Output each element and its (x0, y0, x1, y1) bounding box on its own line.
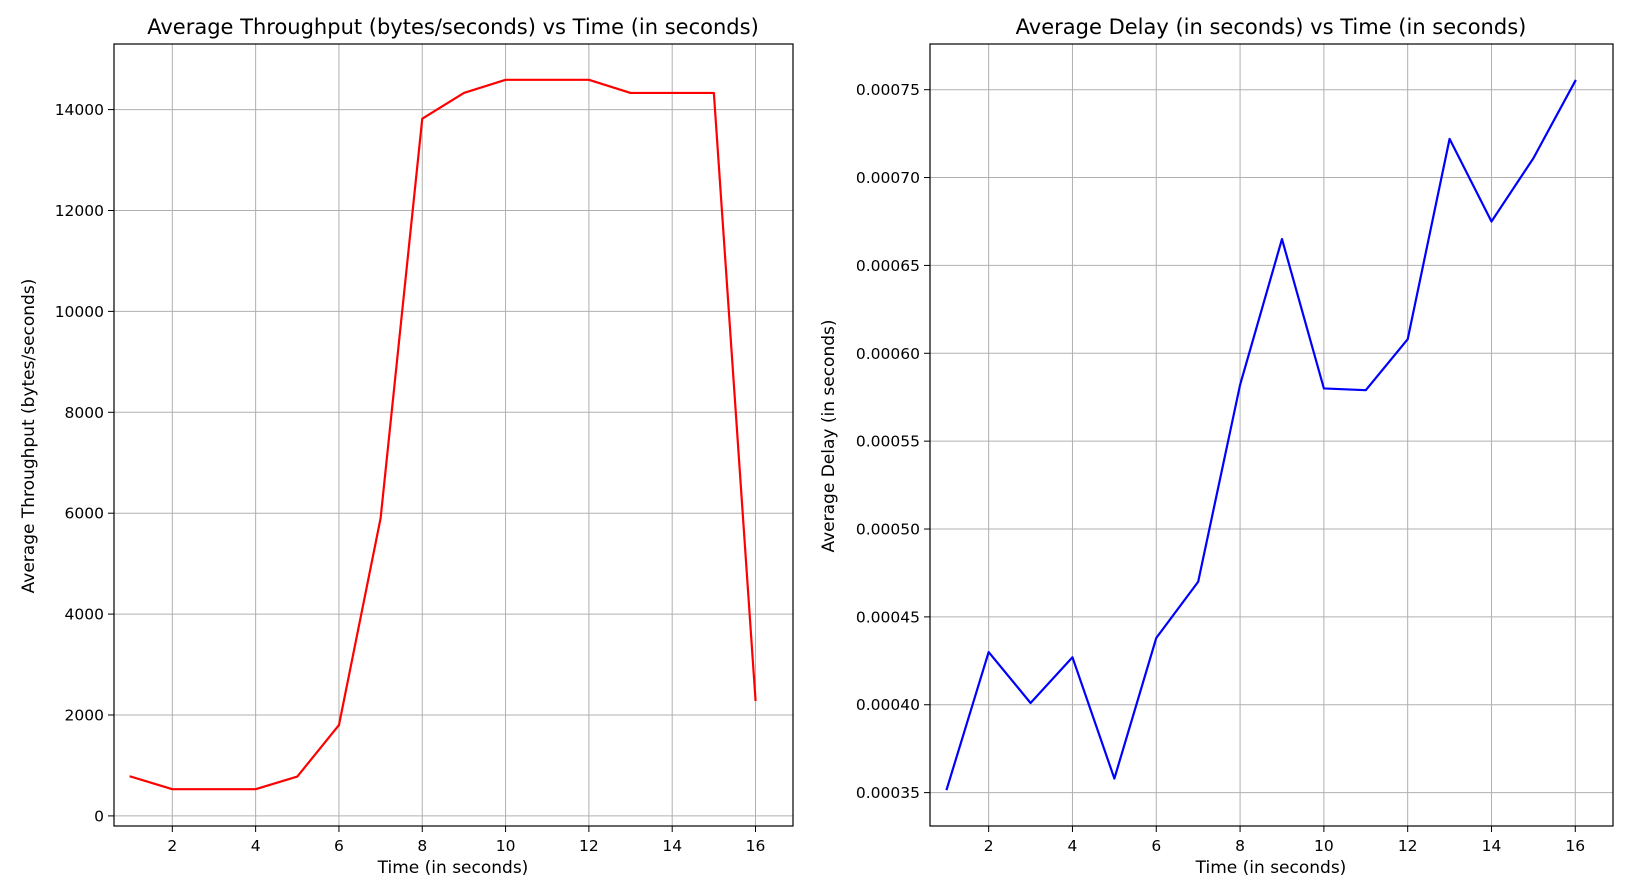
delay-chart-title: Average Delay (in seconds) vs Time (in s… (1016, 15, 1527, 39)
throughput-x-tick-label: 6 (334, 837, 344, 855)
throughput-x-tick-label: 4 (251, 837, 261, 855)
throughput-x-tick-label: 8 (417, 837, 427, 855)
delay-x-tick-label: 14 (1482, 837, 1502, 855)
delay-y-axis-label: Average Delay (in seconds) (819, 319, 839, 552)
delay-x-tick-label: 16 (1565, 837, 1585, 855)
delay-y-tick-label: 0.00045 (856, 608, 920, 626)
throughput-y-tick-label: 14000 (55, 101, 104, 119)
delay-x-axis-label: Time (in seconds) (1195, 858, 1347, 878)
delay-y-ticks: 0.00035 0.00040 0.00045 0.00050 0.00055 0.000… (856, 81, 930, 802)
throughput-plot-frame (113, 43, 794, 827)
delay-plot-frame (929, 43, 1614, 827)
throughput-x-tick-label: 2 (167, 837, 177, 855)
throughput-y-tick-label: 4000 (65, 606, 104, 624)
throughput-grid (114, 44, 793, 826)
delay-grid (930, 44, 1613, 826)
throughput-x-tick-label: 10 (496, 837, 516, 855)
delay-series-line (945, 79, 1577, 791)
throughput-y-tick-label: 12000 (55, 202, 104, 220)
throughput-y-tick-label: 6000 (65, 505, 104, 523)
delay-y-tick-label: 0.00060 (856, 345, 920, 363)
throughput-y-tick-label: 2000 (65, 707, 104, 725)
delay-x-ticks: 2 4 6 8 10 12 14 16 (984, 826, 1585, 855)
throughput-y-tick-label: 10000 (55, 303, 104, 321)
delay-x-tick-label: 8 (1235, 837, 1245, 855)
delay-x-tick-label: 10 (1314, 837, 1334, 855)
throughput-chart-title: Average Throughput (bytes/seconds) vs Ti… (147, 15, 759, 39)
throughput-y-axis-label: Average Throughput (bytes/seconds) (19, 279, 39, 594)
delay-chart: 2 4 6 8 10 12 14 16 0.00035 0.00040 0.00045 0.0005… (819, 15, 1614, 878)
delay-x-tick-label: 6 (1151, 837, 1161, 855)
throughput-y-tick-label: 8000 (65, 404, 104, 422)
throughput-x-ticks: 2 4 6 8 10 12 14 16 (167, 826, 765, 855)
throughput-y-ticks: 0 2000 4000 6000 8000 10000 12000 14000 (55, 101, 114, 825)
delay-y-tick-label: 0.00035 (856, 784, 920, 802)
throughput-y-tick-label: 0 (94, 807, 104, 825)
throughput-x-tick-label: 16 (746, 837, 766, 855)
throughput-x-tick-label: 12 (579, 837, 599, 855)
throughput-chart: 2 4 6 8 10 12 14 16 0 2000 4000 6000 8000 10000 12000… (19, 15, 794, 878)
delay-y-tick-label: 0.00070 (856, 169, 920, 187)
throughput-series-line (129, 78, 757, 791)
delay-series (945, 79, 1577, 791)
delay-y-tick-label: 0.00050 (856, 521, 920, 539)
delay-x-tick-label: 2 (984, 837, 994, 855)
delay-x-tick-label: 12 (1398, 837, 1418, 855)
delay-y-tick-label: 0.00055 (856, 433, 920, 451)
throughput-x-axis-label: Time (in seconds) (377, 858, 529, 878)
throughput-x-tick-label: 14 (662, 837, 682, 855)
delay-y-tick-label: 0.00075 (856, 81, 920, 99)
delay-y-tick-label: 0.00065 (856, 257, 920, 275)
throughput-series (129, 78, 757, 791)
delay-y-tick-label: 0.00040 (856, 696, 920, 714)
delay-x-tick-label: 4 (1068, 837, 1078, 855)
